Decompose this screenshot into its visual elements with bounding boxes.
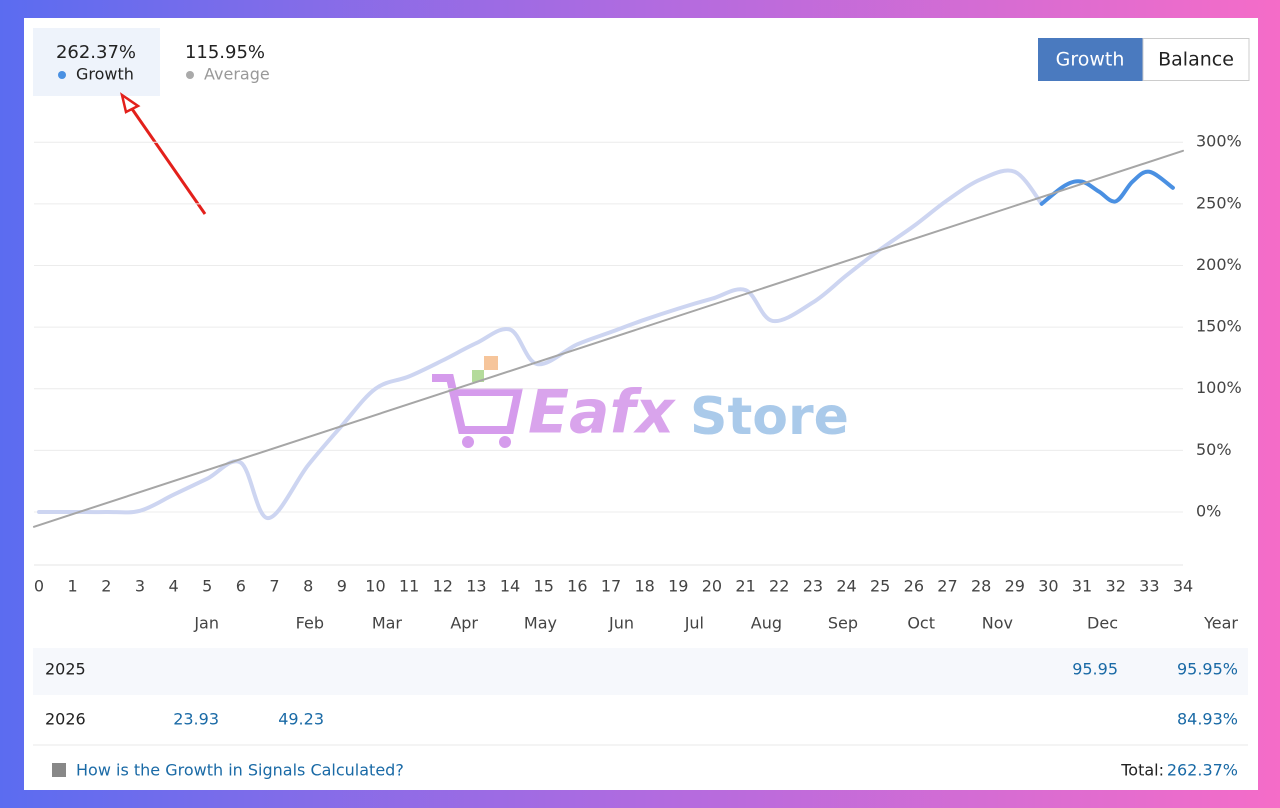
x-tick-label: 33 bbox=[1139, 577, 1159, 596]
x-tick-label: 1 bbox=[68, 577, 78, 596]
total-value: 262.37% bbox=[1167, 761, 1238, 780]
column-header: Jan bbox=[193, 614, 219, 633]
legend-label[interactable]: Growth bbox=[76, 65, 134, 84]
x-tick-label: 9 bbox=[337, 577, 347, 596]
button-label[interactable]: Balance bbox=[1158, 49, 1234, 71]
column-header: Oct bbox=[907, 614, 935, 633]
row-year: 2025 bbox=[45, 660, 86, 679]
growth-button[interactable] bbox=[1038, 38, 1143, 81]
x-tick-label: 29 bbox=[1005, 577, 1025, 596]
column-header: Mar bbox=[372, 614, 403, 633]
x-tick-label: 34 bbox=[1173, 577, 1193, 596]
x-tick-label: 26 bbox=[904, 577, 924, 596]
cell: 95.95% bbox=[1177, 660, 1238, 679]
column-header: Dec bbox=[1087, 614, 1118, 633]
x-tick-label: 17 bbox=[601, 577, 621, 596]
x-tick-label: 16 bbox=[567, 577, 587, 596]
series-line bbox=[32, 149, 1184, 528]
column-header: Jun bbox=[608, 614, 634, 633]
series-line bbox=[1039, 169, 1175, 206]
column-header: Year bbox=[1203, 614, 1238, 633]
y-tick-label: 250% bbox=[1196, 193, 1242, 212]
legend-label[interactable]: Average bbox=[204, 65, 270, 84]
x-tick-label: 28 bbox=[971, 577, 991, 596]
watermark-icon bbox=[432, 356, 523, 448]
x-tick-label: 30 bbox=[1038, 577, 1058, 596]
balance-button[interactable] bbox=[1142, 38, 1250, 81]
column-header: Jul bbox=[684, 614, 704, 633]
column-header: Sep bbox=[828, 614, 858, 633]
y-tick-label: 150% bbox=[1196, 317, 1242, 336]
x-tick-label: 14 bbox=[500, 577, 520, 596]
cell: 95.95 bbox=[1072, 660, 1118, 679]
x-tick-label: 22 bbox=[769, 577, 789, 596]
column-header: Aug bbox=[751, 614, 782, 633]
x-tick-label: 31 bbox=[1072, 577, 1092, 596]
button-label[interactable]: Growth bbox=[1056, 49, 1125, 71]
watermark: Store bbox=[690, 387, 849, 447]
x-tick-label: 27 bbox=[937, 577, 957, 596]
legend-dot bbox=[186, 71, 194, 79]
arrow-head bbox=[120, 92, 141, 114]
x-tick-label: 0 bbox=[34, 577, 44, 596]
x-tick-label: 13 bbox=[466, 577, 486, 596]
y-tick-label: 0% bbox=[1196, 501, 1221, 520]
x-tick-label: 25 bbox=[870, 577, 890, 596]
y-tick-label: 100% bbox=[1196, 378, 1242, 397]
legend-value: 115.95% bbox=[185, 42, 265, 63]
x-tick-label: 7 bbox=[269, 577, 279, 596]
x-tick-label: 24 bbox=[836, 577, 856, 596]
cell: 84.93% bbox=[1177, 710, 1238, 729]
cell: 49.23 bbox=[278, 710, 324, 729]
row-band bbox=[33, 648, 1248, 695]
y-tick-label: 200% bbox=[1196, 255, 1242, 274]
arrow bbox=[128, 105, 207, 215]
column-header: Apr bbox=[450, 614, 478, 633]
x-tick-label: 21 bbox=[735, 577, 755, 596]
legend-dot bbox=[58, 71, 66, 79]
x-tick-label: 18 bbox=[634, 577, 654, 596]
column-header: Feb bbox=[296, 614, 324, 633]
help-link[interactable]: How is the Growth in Signals Calculated? bbox=[76, 761, 404, 780]
x-tick-label: 32 bbox=[1106, 577, 1126, 596]
cell: 23.93 bbox=[173, 710, 219, 729]
x-tick-label: 12 bbox=[433, 577, 453, 596]
x-tick-label: 3 bbox=[135, 577, 145, 596]
x-tick-label: 20 bbox=[702, 577, 722, 596]
x-tick-label: 8 bbox=[303, 577, 313, 596]
x-tick-label: 15 bbox=[534, 577, 554, 596]
y-tick-label: 50% bbox=[1196, 440, 1232, 459]
x-tick-label: 6 bbox=[236, 577, 246, 596]
legend-active[interactable] bbox=[33, 28, 160, 96]
help-icon bbox=[52, 763, 66, 777]
y-tick-label: 300% bbox=[1196, 132, 1242, 151]
x-tick-label: 11 bbox=[399, 577, 419, 596]
column-header: May bbox=[524, 614, 557, 633]
total-label: Total: bbox=[1120, 761, 1164, 780]
x-tick-label: 19 bbox=[668, 577, 688, 596]
x-tick-label: 4 bbox=[168, 577, 178, 596]
x-tick-label: 23 bbox=[803, 577, 823, 596]
column-header: Nov bbox=[982, 614, 1013, 633]
x-tick-label: 5 bbox=[202, 577, 212, 596]
row-year: 2026 bbox=[45, 710, 86, 729]
x-tick-label: 10 bbox=[365, 577, 385, 596]
watermark: Eafx bbox=[528, 378, 677, 448]
legend-value: 262.37% bbox=[56, 42, 136, 63]
x-tick-label: 2 bbox=[101, 577, 111, 596]
